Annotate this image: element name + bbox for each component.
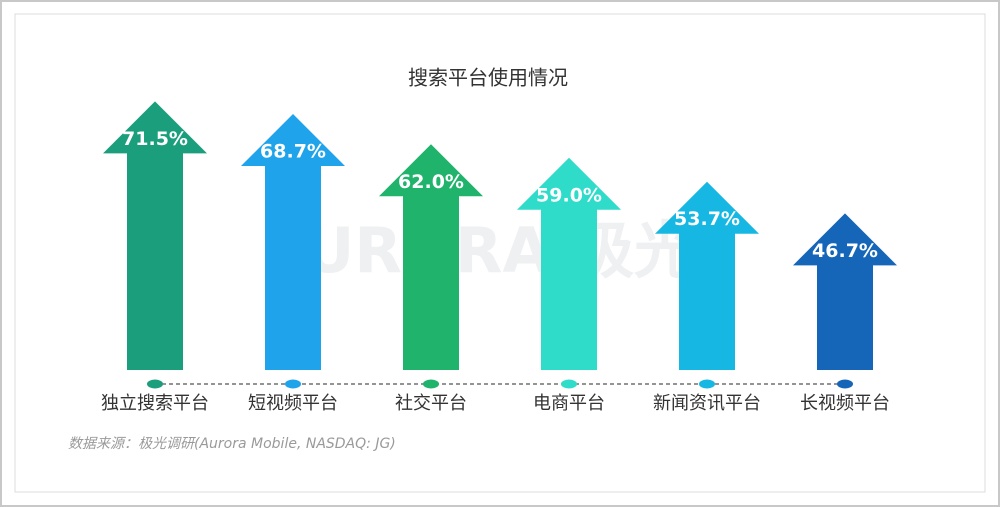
value-label: 62.0% (398, 171, 464, 193)
category-dot (147, 379, 163, 389)
source-note: 数据来源：极光调研(Aurora Mobile, NASDAQ: JG) (68, 436, 396, 452)
arrow-bar (241, 114, 345, 370)
arrow-bar (655, 181, 759, 370)
arrow-bar (379, 144, 483, 370)
value-label: 53.7% (674, 208, 740, 230)
value-label: 59.0% (536, 184, 602, 206)
chart-title: 搜索平台使用情况 (408, 66, 568, 90)
category-dot (285, 379, 301, 389)
x-tick-label: 独立搜索平台 (101, 393, 209, 414)
arrow-bar (793, 213, 897, 370)
arrow-bar (103, 101, 207, 370)
category-dot (561, 379, 577, 389)
x-tick-label: 短视频平台 (248, 393, 338, 414)
category-dot (837, 379, 853, 389)
value-label: 46.7% (812, 240, 878, 262)
category-dot (423, 379, 439, 389)
value-label: 68.7% (260, 141, 326, 163)
watermark: URORA 极光 (304, 214, 696, 287)
x-tick-label: 社交平台 (395, 393, 467, 414)
value-label: 71.5% (122, 128, 188, 150)
x-tick-label: 电商平台 (533, 393, 605, 414)
category-dot (699, 379, 715, 389)
x-tick-label: 长视频平台 (800, 393, 890, 414)
x-tick-label: 新闻资讯平台 (653, 393, 761, 414)
arrow-bar (517, 157, 621, 370)
